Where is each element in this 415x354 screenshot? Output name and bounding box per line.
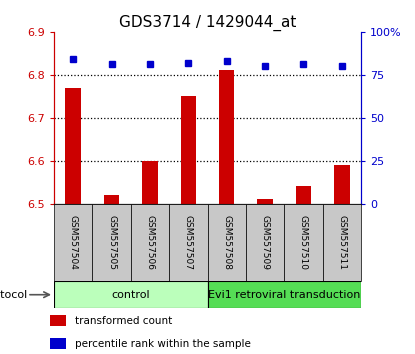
Bar: [246, 204, 284, 281]
Bar: [219, 70, 234, 204]
Bar: [50, 338, 66, 349]
Text: GSM557507: GSM557507: [184, 215, 193, 270]
Text: transformed count: transformed count: [75, 316, 172, 326]
Bar: [104, 195, 119, 204]
Text: GSM557505: GSM557505: [107, 215, 116, 270]
Bar: [54, 204, 92, 281]
Bar: [208, 281, 361, 308]
Text: protocol: protocol: [0, 290, 27, 300]
Text: GSM557509: GSM557509: [261, 215, 270, 270]
Bar: [66, 88, 81, 204]
Bar: [208, 204, 246, 281]
Bar: [284, 204, 323, 281]
Bar: [257, 199, 273, 204]
Text: GSM557511: GSM557511: [337, 215, 347, 270]
Bar: [54, 281, 208, 308]
Bar: [50, 315, 66, 326]
Bar: [296, 186, 311, 204]
Bar: [334, 165, 349, 204]
Bar: [169, 204, 208, 281]
Text: percentile rank within the sample: percentile rank within the sample: [75, 339, 251, 349]
Text: GSM557504: GSM557504: [68, 215, 78, 270]
Text: GSM557510: GSM557510: [299, 215, 308, 270]
Bar: [142, 161, 158, 204]
Text: GSM557506: GSM557506: [145, 215, 154, 270]
Bar: [181, 96, 196, 204]
Bar: [323, 204, 361, 281]
Bar: [93, 204, 131, 281]
Title: GDS3714 / 1429044_at: GDS3714 / 1429044_at: [119, 14, 296, 30]
Text: Evi1 retroviral transduction: Evi1 retroviral transduction: [208, 290, 361, 300]
Bar: [131, 204, 169, 281]
Text: GSM557508: GSM557508: [222, 215, 231, 270]
Text: control: control: [111, 290, 150, 300]
